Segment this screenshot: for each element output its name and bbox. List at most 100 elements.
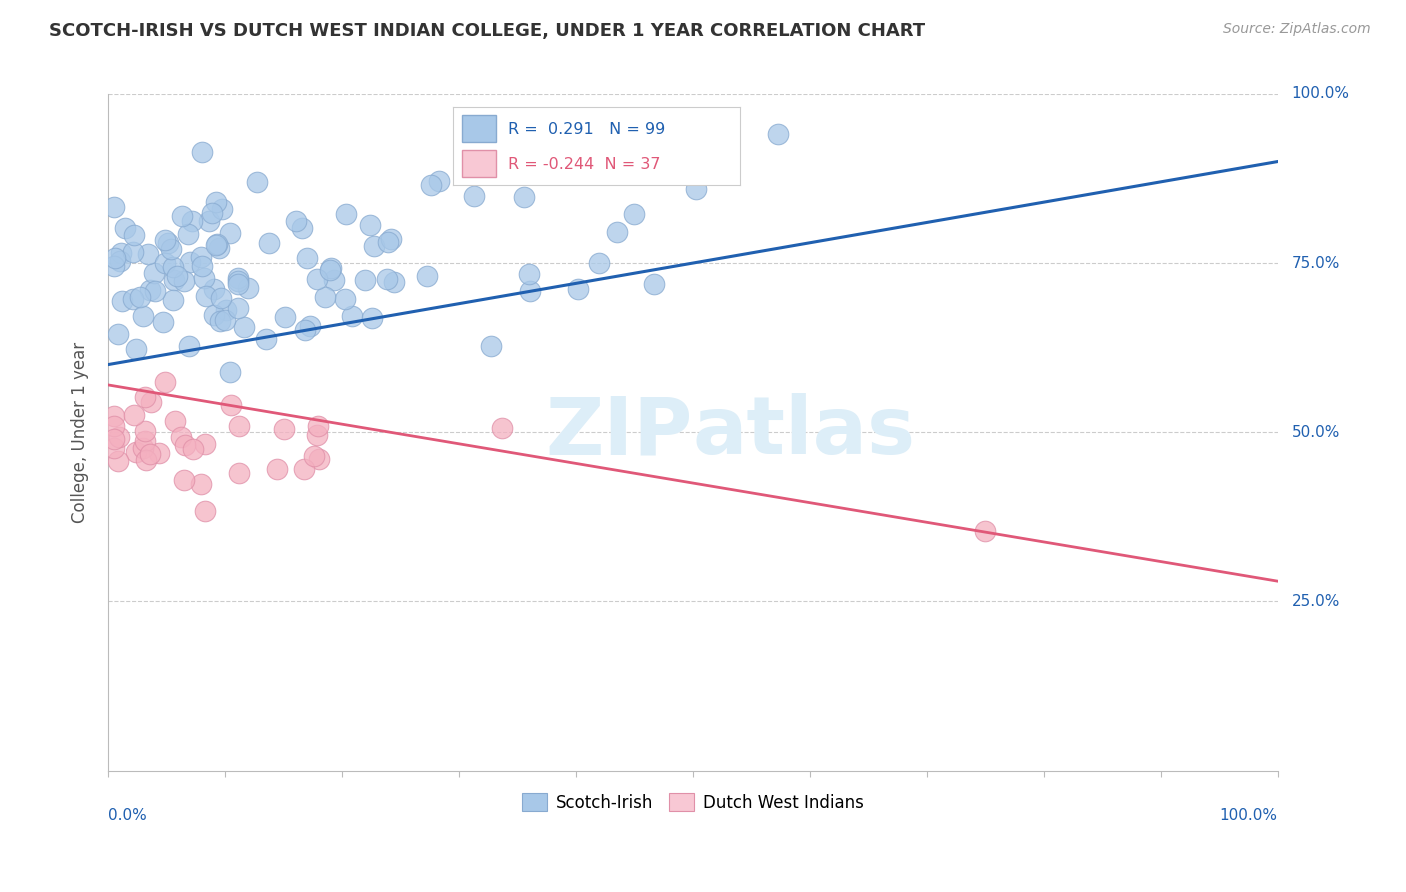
Point	[134, 434, 156, 448]
Text: 75.0%: 75.0%	[1292, 256, 1340, 270]
Point	[209, 291, 232, 305]
Point	[232, 319, 254, 334]
Point	[165, 414, 187, 428]
Point	[361, 311, 384, 326]
Point	[194, 289, 217, 303]
Point	[108, 429, 131, 443]
Text: 50.0%: 50.0%	[1292, 425, 1340, 440]
Point	[273, 310, 295, 324]
Point	[191, 259, 214, 273]
Point	[359, 219, 381, 233]
Text: 100.0%: 100.0%	[1292, 87, 1350, 102]
Point	[257, 235, 280, 250]
Point	[416, 269, 439, 284]
Point	[163, 273, 186, 287]
Point	[134, 425, 156, 439]
Point	[340, 309, 363, 323]
Point	[463, 188, 485, 202]
Point	[132, 441, 155, 455]
Point	[191, 145, 214, 159]
Point	[226, 274, 249, 288]
Point	[108, 254, 131, 268]
Point	[152, 315, 174, 329]
Point	[335, 207, 357, 221]
Point	[228, 419, 250, 434]
Point	[194, 504, 217, 518]
Point	[427, 174, 450, 188]
Point	[103, 432, 125, 446]
Point	[204, 195, 226, 210]
Point	[122, 227, 145, 242]
Point	[375, 271, 398, 285]
Point	[202, 308, 225, 322]
Point	[107, 453, 129, 467]
Point	[142, 266, 165, 280]
Point	[218, 365, 240, 379]
Point	[162, 260, 184, 274]
Point	[226, 271, 249, 285]
Point	[103, 259, 125, 273]
Point	[302, 449, 325, 463]
Point	[110, 245, 132, 260]
Point	[139, 283, 162, 297]
Point	[221, 398, 243, 412]
Point	[228, 466, 250, 480]
Point	[205, 236, 228, 251]
Point	[139, 447, 162, 461]
Point	[103, 200, 125, 214]
Point	[198, 214, 221, 228]
Point	[125, 342, 148, 356]
Point	[128, 290, 150, 304]
Point	[766, 127, 789, 141]
Point	[623, 207, 645, 221]
Point	[155, 375, 177, 389]
Point	[298, 318, 321, 333]
Point	[136, 246, 159, 260]
Text: atlas: atlas	[693, 393, 915, 471]
Point	[319, 261, 342, 276]
Point	[643, 277, 665, 291]
Point	[588, 256, 610, 270]
Point	[141, 394, 163, 409]
Point	[284, 214, 307, 228]
Point	[194, 436, 217, 450]
Point	[209, 314, 232, 328]
Point	[190, 477, 212, 491]
Point	[143, 284, 166, 298]
Point	[305, 271, 328, 285]
Point	[107, 326, 129, 341]
Point	[134, 390, 156, 404]
Point	[153, 233, 176, 247]
Y-axis label: College, Under 1 year: College, Under 1 year	[72, 342, 89, 523]
Point	[202, 282, 225, 296]
Point	[214, 313, 236, 327]
Text: ZIP: ZIP	[546, 393, 693, 471]
Point	[517, 267, 540, 281]
Point	[111, 294, 134, 309]
Point	[135, 452, 157, 467]
Point	[181, 213, 204, 227]
Point	[201, 206, 224, 220]
Point	[297, 251, 319, 265]
Point	[166, 269, 188, 284]
Point	[159, 242, 181, 256]
Point	[974, 524, 997, 539]
Point	[567, 282, 589, 296]
Point	[179, 254, 201, 268]
Point	[254, 332, 277, 346]
Point	[420, 178, 443, 193]
Point	[333, 292, 356, 306]
Point	[305, 427, 328, 442]
Point	[479, 338, 502, 352]
Point	[104, 251, 127, 265]
Point	[266, 462, 288, 476]
Point	[208, 241, 231, 255]
Point	[193, 271, 215, 285]
Point	[153, 256, 176, 270]
Point	[228, 277, 250, 291]
Point	[170, 430, 193, 444]
Point	[685, 182, 707, 196]
Point	[205, 237, 228, 252]
Point	[291, 221, 314, 235]
Point	[125, 445, 148, 459]
